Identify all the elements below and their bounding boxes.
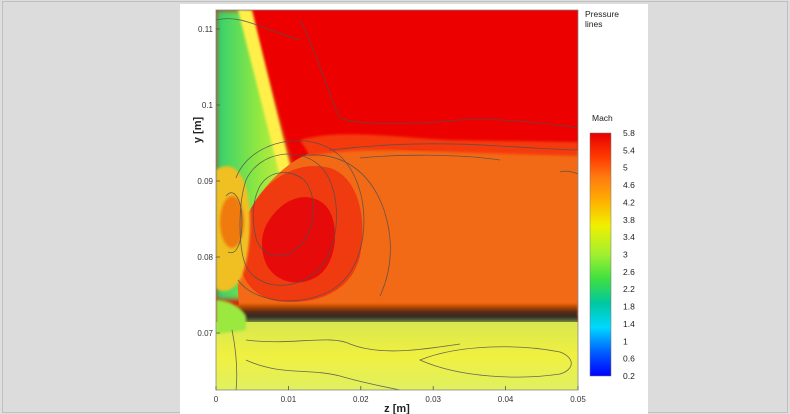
y-tick-label: 0.1 [202,101,214,110]
plot-border [215,9,579,391]
wall-layer [216,322,578,390]
colorbar-title: Mach [592,113,613,123]
x-tick-label: 0.01 [281,395,297,404]
x-tick-label: 0.02 [353,395,369,404]
colorbar-tick-label: 1 [623,336,628,346]
colorbar-tick-label: 4.6 [623,180,635,190]
y-tick-label: 0.07 [197,329,213,338]
pressure-line [231,329,238,390]
colorbar-tick-label: 5.4 [623,145,635,155]
pressure-line [359,154,501,161]
pressure-line [216,18,301,41]
x-tick-label: 0.04 [498,395,514,404]
pressure-line [299,19,578,129]
mach-field [216,10,578,390]
x-axis-ticks: 0 0.01 0.02 0.03 0.04 0.05 [214,386,586,404]
y-tick-label: 0.11 [198,25,214,34]
colorbar-tick-label: 3.8 [623,215,635,225]
colorbar-tick-label: 1.4 [623,319,635,329]
colorbar-tick-label: 5.8 [623,128,635,138]
x-tick-label: 0.05 [570,395,586,404]
oblique-shock [238,10,298,200]
colorbar-tick-label: 4.2 [623,197,635,207]
colorbar-tick-label: 1.8 [623,302,635,312]
x-axis-label: z [m] [384,403,410,414]
colorbar-ticks: 5.8 5.4 5 4.6 4.2 3.8 3.4 3 2.6 2.2 1.8 1.4 1 0.6 0.2 [623,128,635,381]
pressure-line [329,143,578,151]
pressure-line [252,172,314,257]
pressure-lines [216,18,578,390]
colorbar-tick-label: 2.2 [623,284,635,294]
y-tick-label: 0.08 [197,253,213,262]
pressure-line [559,170,578,175]
x-tick-label: 0.03 [425,395,441,404]
colorbar [589,132,612,377]
pressure-lines-label-2: lines [585,19,602,29]
pressure-line [245,359,401,390]
pressure-line [299,154,391,297]
colorbar-tick-label: 3 [623,250,628,260]
pressure-line [418,346,572,378]
corner-region [216,300,246,334]
pressure-line [245,339,461,352]
recirculation-core [220,196,244,248]
pressure-lines-label: Pressure [585,9,619,19]
colorbar-tick-label: 5 [623,163,628,173]
colorbar-tick-label: 0.2 [623,371,635,381]
separation-core [261,197,336,283]
colorbar-tick-label: 2.6 [623,267,635,277]
pressure-line [235,140,365,302]
y-axis-ticks: 0.07 0.08 0.09 0.1 0.11 [197,25,220,338]
colorbar-tick-label: 0.6 [623,354,635,364]
colorbar-tick-label: 3.4 [623,232,635,242]
pressure-line [239,153,337,286]
expansion-band [300,134,578,156]
y-axis-label: y [m] [192,117,204,144]
y-tick-label: 0.09 [197,177,213,186]
shear-layer [236,304,578,326]
pressure-line [225,192,243,254]
x-tick-label: 0 [214,395,219,404]
